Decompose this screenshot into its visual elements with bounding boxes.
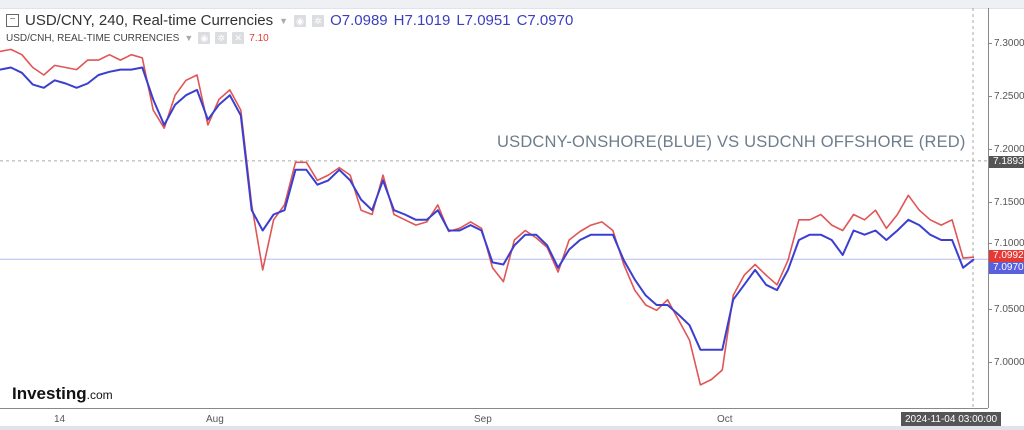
x-tick-label: Aug bbox=[206, 414, 224, 425]
time-axis-line bbox=[0, 408, 988, 409]
x-tick-label: Sep bbox=[474, 414, 492, 425]
y-tick-label: 7.2000 bbox=[988, 143, 1024, 155]
chevron-down-icon[interactable]: ▼ bbox=[279, 15, 289, 26]
y-tick-label: 7.1500 bbox=[988, 197, 1024, 209]
close-icon[interactable]: ✕ bbox=[232, 32, 245, 44]
crosshair-time-tag: 2024-11-04 03:00:00 bbox=[901, 412, 1002, 427]
high-value: H7.1019 bbox=[393, 12, 451, 29]
y-tick-label: 7.2500 bbox=[988, 90, 1024, 102]
crosshair-price-tag: 7.1893 bbox=[989, 155, 1024, 168]
investing-logo: Investing.com bbox=[12, 384, 113, 403]
gear-icon[interactable]: ✲ bbox=[215, 32, 228, 44]
compare-symbol-title[interactable]: USD/CNH, REAL-TIME CURRENCIES bbox=[6, 32, 180, 44]
red-price-tag: 7.0992 bbox=[989, 250, 1024, 263]
x-tick-label: Oct bbox=[717, 414, 733, 425]
low-value: L7.0951 bbox=[456, 12, 511, 29]
collapse-icon[interactable]: − bbox=[6, 14, 19, 27]
gear-icon[interactable]: ✲ bbox=[312, 14, 325, 27]
chevron-down-icon[interactable]: ▼ bbox=[184, 33, 194, 43]
symbol-title[interactable]: USD/CNY, 240, Real-time Currencies bbox=[25, 12, 274, 29]
top-toolbar-strip bbox=[0, 0, 1024, 9]
red-series-line bbox=[0, 48, 975, 386]
eye-icon[interactable]: ◉ bbox=[198, 32, 211, 44]
compare-series-legend: USD/CNH, REAL-TIME CURRENCIES ▼ ◉ ✲ ✕ 7.… bbox=[6, 32, 269, 44]
price-axis-line bbox=[988, 8, 989, 408]
open-value: O7.0989 bbox=[330, 12, 388, 29]
blue-series-line bbox=[0, 66, 975, 351]
x-tick-label: 14 bbox=[54, 414, 66, 425]
compare-value: 7.10 bbox=[249, 32, 269, 44]
close-value: C7.0970 bbox=[516, 12, 574, 29]
price-chart[interactable] bbox=[0, 0, 988, 408]
y-tick-label: 7.3000 bbox=[988, 37, 1024, 49]
blue-price-tag: 7.0970 bbox=[989, 262, 1024, 275]
eye-icon[interactable]: ◉ bbox=[294, 14, 307, 27]
y-tick-label: 7.0500 bbox=[988, 303, 1024, 315]
y-tick-label: 7.1000 bbox=[988, 238, 1024, 250]
bottom-strip bbox=[0, 426, 1024, 430]
y-tick-label: 7.0000 bbox=[988, 357, 1024, 368]
chart-annotation: USDCNY-ONSHORE(BLUE) VS USDCNH OFFSHORE … bbox=[497, 133, 966, 151]
main-series-legend: − USD/CNY, 240, Real-time Currencies ▼ ◉… bbox=[6, 12, 573, 29]
